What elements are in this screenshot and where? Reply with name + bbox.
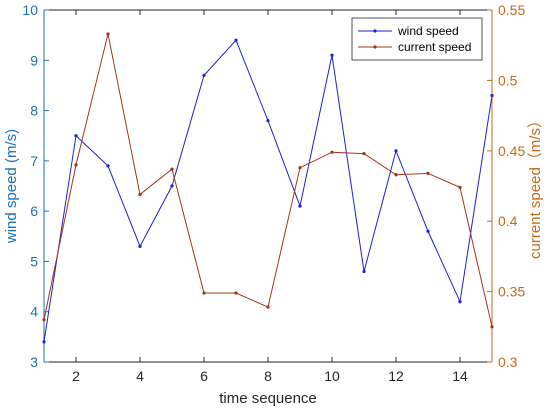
wind-speed-point	[170, 184, 174, 188]
left-tick-label: 10	[22, 2, 38, 18]
wind-speed-point	[106, 164, 110, 168]
left-axis-ticks: 3 4 5 6 7 8 9 10	[22, 2, 49, 370]
wind-speed-point	[362, 269, 366, 274]
wind-speed-point	[74, 134, 78, 138]
current-speed-point	[330, 150, 334, 154]
x-axis-title: time sequence	[219, 390, 317, 407]
current-speed-point	[74, 163, 78, 167]
right-tick-label: 0.3	[498, 354, 518, 370]
current-speed-point	[490, 325, 494, 329]
series-layer	[42, 32, 494, 344]
bottom-tick-label: 14	[452, 368, 468, 384]
right-tick-label: 0.5	[498, 72, 518, 88]
right-axis-title: current speed（m/s）	[527, 113, 544, 259]
left-tick-label: 7	[30, 153, 38, 169]
left-tick-label: 5	[30, 253, 38, 269]
wind-speed-point	[330, 53, 334, 57]
left-axis-title: wind speed (m/s)	[3, 129, 20, 244]
left-tick-label: 8	[30, 103, 38, 119]
wind-speed-point	[394, 149, 398, 153]
left-tick-label: 9	[30, 52, 38, 68]
wind-speed-point	[202, 73, 206, 77]
bottom-tick-label: 8	[264, 368, 272, 384]
current-speed-point	[138, 192, 142, 197]
current-speed-point	[42, 318, 46, 322]
current-speed-point	[298, 166, 302, 170]
wind-speed-point	[266, 119, 270, 123]
legend-label-wind: wind speed	[397, 24, 459, 38]
legend: wind speed current speed	[351, 17, 483, 61]
current-speed-point	[234, 291, 238, 295]
right-tick-label: 0.35	[498, 284, 525, 300]
current-speed-point	[106, 32, 110, 36]
legend-label-current: current speed	[398, 40, 471, 54]
legend-marker-current	[373, 45, 377, 49]
bottom-tick-label: 2	[72, 368, 80, 384]
bottom-tick-label: 12	[388, 368, 404, 384]
legend-marker-wind	[373, 29, 377, 33]
current-speed-point	[394, 173, 398, 177]
right-tick-label: 0.4	[498, 213, 518, 229]
bottom-tick-label: 6	[200, 368, 208, 384]
current-speed-point	[362, 152, 366, 156]
current-speed-point	[170, 167, 174, 171]
wind-speed-point	[138, 244, 142, 248]
wind-speed-point	[42, 340, 46, 344]
current-speed-point	[266, 305, 270, 309]
bottom-tick-label: 10	[324, 368, 340, 384]
right-tick-label: 0.55	[498, 2, 525, 18]
right-tick-label: 0.45	[498, 143, 525, 159]
wind-speed-point	[234, 38, 238, 42]
right-axis-ticks: 0.3 0.35 0.4 0.45 0.5 0.55	[487, 2, 525, 370]
legend-box	[351, 17, 483, 61]
left-tick-label: 6	[30, 203, 38, 219]
current-speed-point	[458, 185, 462, 190]
plot-area	[44, 10, 492, 362]
wind-speed-point	[298, 204, 302, 208]
current-speed-point	[426, 171, 430, 175]
wind-speed-point	[458, 300, 462, 304]
bottom-tick-label: 4	[136, 368, 144, 384]
bottom-axis-ticks: 2 4 6 8 10 12 14	[72, 10, 468, 384]
current-speed-point	[202, 291, 206, 295]
wind-speed-point	[490, 93, 494, 98]
wind-speed-point	[426, 229, 430, 233]
left-tick-label: 4	[30, 304, 38, 320]
left-tick-label: 3	[30, 354, 38, 370]
